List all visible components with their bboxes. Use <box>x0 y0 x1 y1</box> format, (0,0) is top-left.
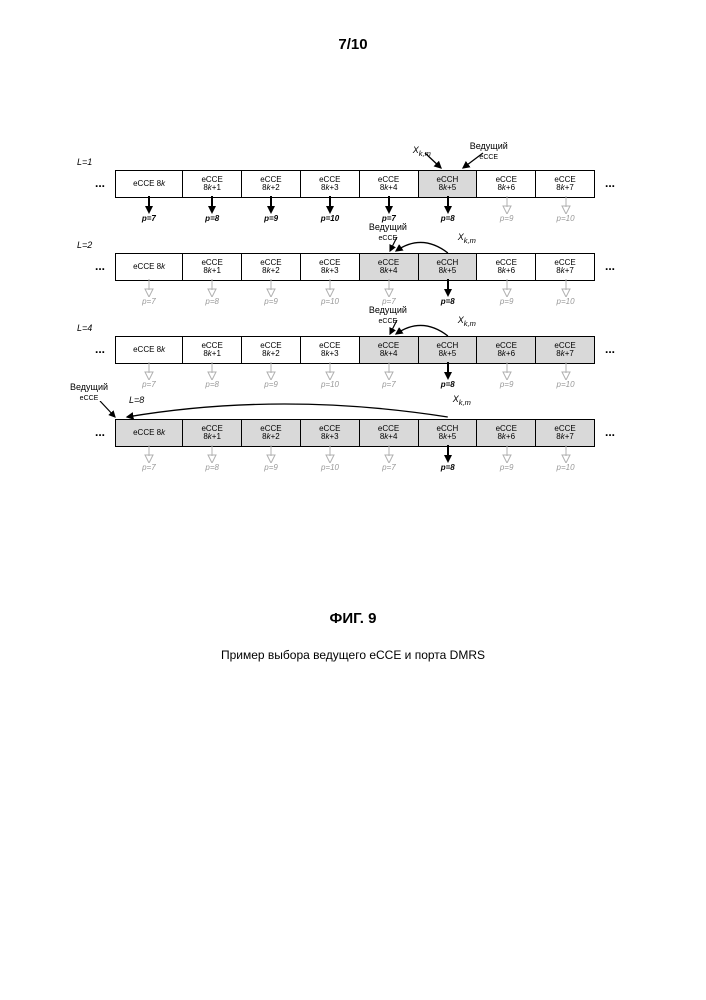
port-labels: p=7p=8p=9p=10p=7p=8p=9p=10 <box>115 214 595 223</box>
port-arrows <box>115 279 595 297</box>
xkm-label: Xk,m <box>413 146 431 158</box>
leading-label: ВедущийeCCE <box>369 223 407 243</box>
port-arrows <box>115 362 595 380</box>
ecce-cell: eCCE8k+7 <box>536 254 594 280</box>
row-4: L=8......eCCE 8keCCE8k+1eCCE8k+2eCCE8k+3… <box>115 419 595 447</box>
ecce-cell: eCCE8k+3 <box>301 171 360 197</box>
ellipsis-left: ... <box>95 259 105 273</box>
ecce-cell: eCCE8k+6 <box>477 171 536 197</box>
ellipsis-right: ... <box>605 176 615 190</box>
ecce-strip: eCCE 8keCCE8k+1eCCE8k+2eCCE8k+3eCCE8k+4e… <box>115 419 595 447</box>
ecce-strip: eCCE 8keCCE8k+1eCCE8k+2eCCE8k+3eCCE8k+4e… <box>115 170 595 198</box>
figure-caption: Пример выбора ведущего eCCE и порта DMRS <box>0 648 706 662</box>
ecce-cell: eCCE8k+3 <box>301 254 360 280</box>
figure-number: ФИГ. 9 <box>0 610 706 627</box>
leading-label: ВедущийeCCE <box>470 142 508 162</box>
ecce-cell: eCCE8k+4 <box>360 420 419 446</box>
ellipsis-left: ... <box>95 425 105 439</box>
ecce-cell: eCCE8k+1 <box>183 337 242 363</box>
l-label: L=2 <box>77 240 92 250</box>
ecce-cell: eCCE8k+2 <box>242 420 301 446</box>
ellipsis-left: ... <box>95 342 105 356</box>
xkm-label: Xk,m <box>458 233 476 245</box>
leading-label: ВедущийeCCE <box>70 383 108 403</box>
xkm-label: Xk,m <box>453 395 471 407</box>
port-labels: p=7p=8p=9p=10p=7p=8p=9p=10 <box>115 463 595 472</box>
port-labels: p=7p=8p=9p=10p=7p=8p=9p=10 <box>115 297 595 306</box>
row-1: L=1......eCCE 8keCCE8k+1eCCE8k+2eCCE8k+3… <box>115 170 595 198</box>
ecce-cell: eCCE8k+7 <box>536 337 594 363</box>
ellipsis-right: ... <box>605 342 615 356</box>
ecce-cell: eCCE8k+2 <box>242 171 301 197</box>
ellipsis-right: ... <box>605 425 615 439</box>
ellipsis-right: ... <box>605 259 615 273</box>
ecce-cell: eCCH8k+5 <box>419 337 478 363</box>
ecce-cell: eCCE8k+6 <box>477 337 536 363</box>
ecce-cell: eCCE8k+3 <box>301 337 360 363</box>
ecce-cell: eCCE 8k <box>116 420 183 446</box>
ecce-cell: eCCH8k+5 <box>419 254 478 280</box>
ecce-cell: eCCE8k+1 <box>183 254 242 280</box>
ellipsis-left: ... <box>95 176 105 190</box>
xkm-label: Xk,m <box>458 316 476 328</box>
leading-label: ВедущийeCCE <box>369 306 407 326</box>
ecce-cell: eCCE8k+1 <box>183 171 242 197</box>
ecce-cell: eCCE8k+4 <box>360 171 419 197</box>
ecce-cell: eCCE8k+7 <box>536 171 594 197</box>
ecce-cell: eCCE8k+4 <box>360 337 419 363</box>
ecce-cell: eCCE 8k <box>116 337 183 363</box>
row-3: L=4......eCCE 8keCCE8k+1eCCE8k+2eCCE8k+3… <box>115 336 595 364</box>
port-arrows <box>115 196 595 214</box>
diagram: L=1......eCCE 8keCCE8k+1eCCE8k+2eCCE8k+3… <box>115 170 595 502</box>
ecce-cell: eCCE8k+2 <box>242 254 301 280</box>
l-label: L=1 <box>77 157 92 167</box>
ecce-cell: eCCE8k+6 <box>477 254 536 280</box>
ecce-cell: eCCE8k+6 <box>477 420 536 446</box>
ecce-strip: eCCE 8keCCE8k+1eCCE8k+2eCCE8k+3eCCE8k+4e… <box>115 336 595 364</box>
l-label: L=8 <box>129 395 144 405</box>
ecce-cell: eCCE 8k <box>116 254 183 280</box>
port-arrows <box>115 445 595 463</box>
port-labels: p=7p=8p=9p=10p=7p=8p=9p=10 <box>115 380 595 389</box>
ecce-cell: eCCE8k+1 <box>183 420 242 446</box>
ecce-cell: eCCE8k+2 <box>242 337 301 363</box>
ecce-cell: eCCE8k+7 <box>536 420 594 446</box>
l-label: L=4 <box>77 323 92 333</box>
ecce-strip: eCCE 8keCCE8k+1eCCE8k+2eCCE8k+3eCCE8k+4e… <box>115 253 595 281</box>
row-2: L=2......eCCE 8keCCE8k+1eCCE8k+2eCCE8k+3… <box>115 253 595 281</box>
ecce-cell: eCCH8k+5 <box>419 420 478 446</box>
ecce-cell: eCCE8k+4 <box>360 254 419 280</box>
page-number: 7/10 <box>0 36 706 53</box>
ecce-cell: eCCE 8k <box>116 171 183 197</box>
ecce-cell: eCCE8k+3 <box>301 420 360 446</box>
ecce-cell: eCCH8k+5 <box>419 171 478 197</box>
